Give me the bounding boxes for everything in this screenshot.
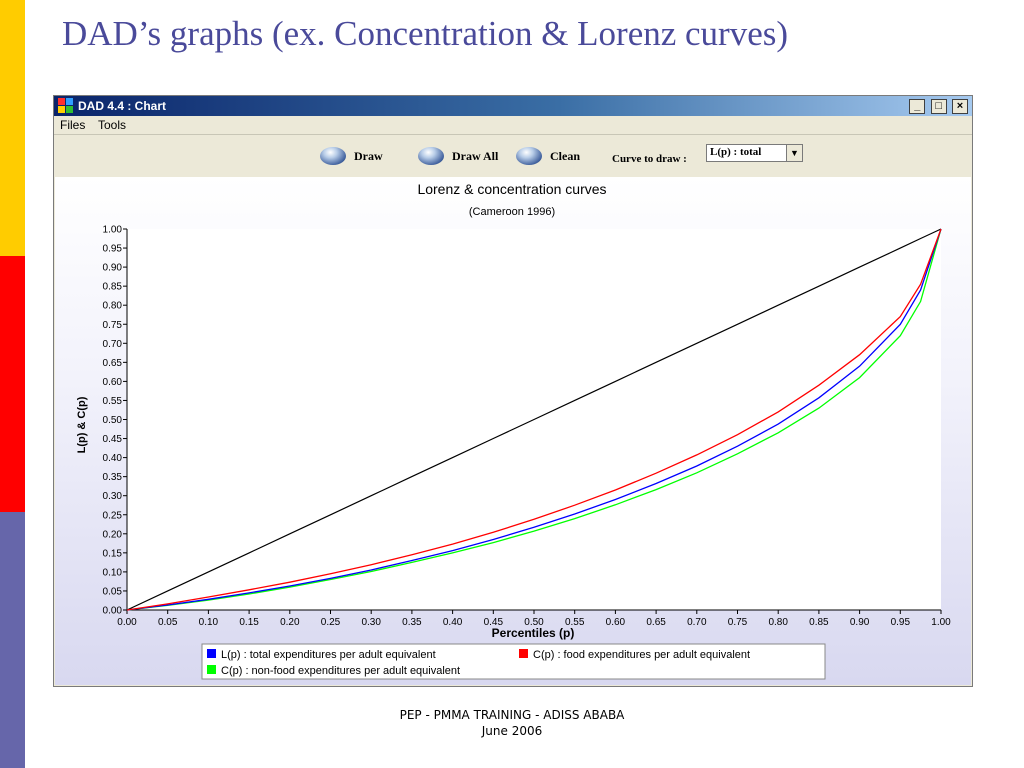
y-tick-label: 0.80 — [103, 301, 123, 312]
y-tick-label: 0.30 — [103, 491, 123, 502]
draw-label: Draw — [354, 148, 383, 163]
line-equality — [126, 228, 942, 611]
accent-bar-yellow — [0, 0, 25, 256]
y-tick-label: 1.00 — [103, 225, 123, 236]
y-tick-label: 0.45 — [103, 434, 123, 445]
draw-all-label: Draw All — [452, 148, 499, 163]
y-tick-label: 0.60 — [103, 377, 123, 388]
x-tick-label: 1.00 — [931, 617, 951, 628]
line-total — [126, 228, 942, 611]
chevron-down-icon[interactable]: ▼ — [786, 145, 802, 161]
x-tick-label: 0.65 — [646, 617, 666, 628]
lorenz-chart: Lorenz & concentration curves (Cameroon … — [76, 181, 951, 680]
x-tick-label: 0.35 — [402, 617, 422, 628]
close-button[interactable]: × — [952, 99, 968, 114]
y-tick-label: 0.70 — [103, 339, 123, 350]
x-tick-label: 0.25 — [321, 617, 341, 628]
x-tick-label: 0.15 — [239, 617, 259, 628]
legend-label-food: C(p) : food expenditures per adult equiv… — [533, 649, 750, 661]
y-tick-label: 0.15 — [103, 548, 123, 559]
y-tick-label: 0.95 — [103, 244, 123, 255]
window-titlebar[interactable]: DAD 4.4 : Chart _ □ × — [54, 96, 972, 116]
legend: L(p) : total expenditures per adult equi… — [201, 643, 826, 680]
clean-label: Clean — [550, 148, 580, 163]
x-tick-label: 0.95 — [891, 617, 911, 628]
y-tick-label: 0.90 — [103, 263, 123, 274]
x-tick-label: 0.75 — [728, 617, 748, 628]
curve-select-value: L(p) : total — [710, 146, 762, 158]
legend-swatch-food — [519, 649, 528, 658]
accent-bar-blue — [0, 512, 25, 768]
x-tick-label: 0.45 — [484, 617, 504, 628]
x-tick-label: 0.70 — [687, 617, 707, 628]
accent-bar-red — [0, 256, 25, 512]
y-tick-label: 0.25 — [103, 510, 123, 521]
menu-files[interactable]: Files — [60, 118, 86, 132]
x-tick-label: 0.85 — [809, 617, 829, 628]
draw-all-orb-icon — [418, 147, 444, 165]
y-tick-label: 0.20 — [103, 529, 123, 540]
maximize-button[interactable]: □ — [930, 99, 947, 114]
y-tick-label: 0.10 — [103, 567, 123, 578]
x-tick-label: 0.80 — [768, 617, 788, 628]
footer-line-1: PEP - PMMA TRAINING - ADISS ABABA — [399, 708, 625, 722]
slide-title: DAD’s graphs (ex. Concentration & Lorenz… — [62, 14, 789, 53]
line-nonfood — [126, 228, 942, 611]
x-tick-label: 0.10 — [199, 617, 219, 628]
y-tick-label: 0.75 — [103, 320, 123, 331]
x-tick-label: 0.60 — [606, 617, 626, 628]
y-tick-label: 0.05 — [103, 586, 123, 597]
x-tick-label: 0.30 — [361, 617, 381, 628]
draw-button[interactable]: Draw — [320, 145, 383, 167]
menu-bar: Files Tools — [54, 116, 972, 134]
chart-toolbar: Draw Draw All Clean Curve to draw : L(p)… — [54, 134, 972, 176]
y-tick-label: 0.85 — [103, 282, 123, 293]
x-tick-label: 0.40 — [443, 617, 463, 628]
clean-button[interactable]: Clean — [516, 145, 580, 167]
x-tick-label: 0.20 — [280, 617, 300, 628]
clean-orb-icon — [516, 147, 542, 165]
x-tick-label: 0.55 — [565, 617, 585, 628]
curve-to-draw-label: Curve to draw : — [612, 153, 687, 165]
chart-title: Lorenz & concentration curves — [417, 181, 606, 197]
legend-label-total: L(p) : total expenditures per adult equi… — [221, 649, 436, 661]
y-tick-label: 0.35 — [103, 472, 123, 483]
draw-all-button[interactable]: Draw All — [418, 145, 498, 167]
chart-area: Lorenz & concentration curves (Cameroon … — [55, 177, 971, 685]
curve-select[interactable]: L(p) : total ▼ — [706, 144, 803, 162]
y-tick-label: 0.00 — [103, 606, 123, 617]
legend-swatch-total — [207, 649, 216, 658]
legend-label-nonfood: C(p) : non-food expenditures per adult e… — [221, 665, 460, 677]
x-axis-label: Percentiles (p) — [492, 626, 575, 640]
legend-swatch-nonfood — [207, 665, 216, 674]
x-tick-label: 0.05 — [158, 617, 178, 628]
draw-orb-icon — [320, 147, 346, 165]
chart-subtitle: (Cameroon 1996) — [469, 206, 555, 218]
x-tick-label: 0.50 — [524, 617, 544, 628]
app-grid-icon — [58, 98, 74, 114]
y-tick-label: 0.40 — [103, 453, 123, 464]
footer-line-2: June 2006 — [481, 724, 543, 738]
x-tick-label: 0.00 — [117, 617, 137, 628]
minimize-button[interactable]: _ — [909, 99, 926, 114]
window-title: DAD 4.4 : Chart — [78, 99, 167, 113]
y-tick-label: 0.50 — [103, 415, 123, 426]
dad-chart-window: DAD 4.4 : Chart _ □ × Files Tools Draw D… — [53, 95, 973, 687]
y-axis-label: L(p) & C(p) — [76, 396, 88, 453]
x-tick-label: 0.90 — [850, 617, 870, 628]
y-tick-label: 0.65 — [103, 358, 123, 369]
line-food — [126, 228, 942, 611]
menu-tools[interactable]: Tools — [98, 118, 127, 132]
window-controls: _ □ × — [907, 98, 968, 114]
y-tick-label: 0.55 — [103, 396, 123, 407]
